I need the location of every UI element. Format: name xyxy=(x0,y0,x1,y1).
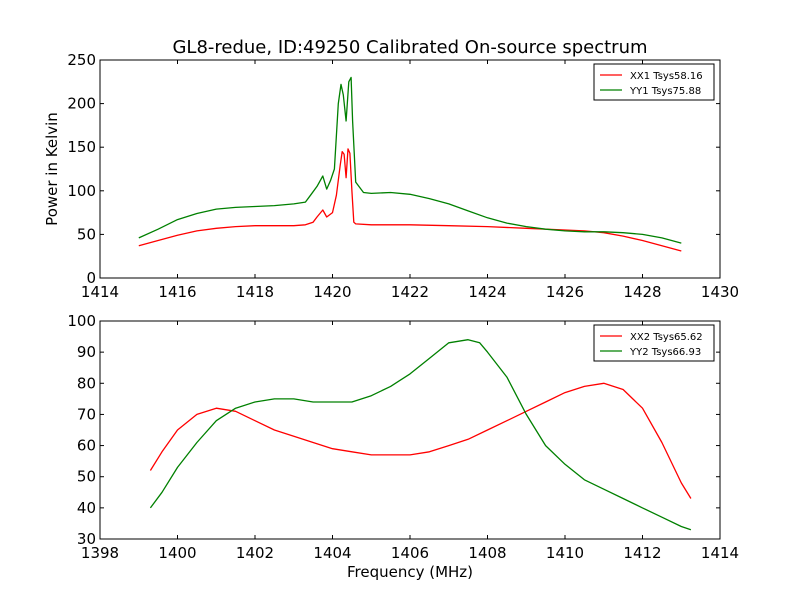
x-tick-label: 1404 xyxy=(313,544,351,562)
x-tick-label: 1422 xyxy=(391,283,429,301)
x-tick-label: 1426 xyxy=(546,283,584,301)
y-tick-label: 80 xyxy=(77,374,96,392)
y-axis-label: Power in Kelvin xyxy=(43,112,61,226)
series-line-1-1 xyxy=(138,148,682,252)
x-tick-label: 1430 xyxy=(701,283,739,301)
legend-box xyxy=(593,63,715,101)
legend-box xyxy=(593,324,715,362)
x-tick-label: 1410 xyxy=(546,544,584,562)
y-tick-label: 40 xyxy=(77,499,96,517)
legend-label: XX1 Tsys58.16 xyxy=(630,71,703,82)
y-tick-label: 60 xyxy=(77,437,96,455)
x-tick-label: 1406 xyxy=(391,544,429,562)
y-tick-label: 100 xyxy=(67,182,96,200)
x-tick-label: 1424 xyxy=(468,283,506,301)
x-tick-label: 1416 xyxy=(158,283,196,301)
legend: XX1 Tsys58.16 YY1 Tsys75.88 xyxy=(593,63,715,101)
x-tick-label: 1408 xyxy=(468,544,506,562)
y-tick-label: 50 xyxy=(77,225,96,243)
x-tick-label: 1420 xyxy=(313,283,351,301)
y-tick-label: 0 xyxy=(86,269,96,287)
x-tick-label: 1414 xyxy=(81,283,119,301)
y-tick-label: 250 xyxy=(67,51,96,69)
legend-label: YY2 Tsys66.93 xyxy=(629,347,701,358)
series-line-2-1 xyxy=(149,382,692,499)
x-tick-label: 1414 xyxy=(701,544,739,562)
legend-label: YY1 Tsys75.88 xyxy=(629,86,701,97)
x-tick-label: 1398 xyxy=(81,544,119,562)
panel-2: 1398 1400 1402 1404 1406 1408 1410 1412 1414 30 40… xyxy=(67,312,739,581)
y-tick-label: 30 xyxy=(77,530,96,548)
y-tick-label: 150 xyxy=(67,138,96,156)
legend-label: XX2 Tsys65.62 xyxy=(630,332,703,343)
x-tick-label: 1428 xyxy=(623,283,661,301)
x-axis-label: Frequency (MHz) xyxy=(347,563,473,581)
figure-title: GL8-redue, ID:49250 Calibrated On-source… xyxy=(172,37,647,58)
y-tick-label: 100 xyxy=(67,312,96,330)
y-tick-label: 90 xyxy=(77,343,96,361)
x-tick-label: 1418 xyxy=(236,283,274,301)
x-tick-label: 1412 xyxy=(623,544,661,562)
legend: XX2 Tsys65.62 YY2 Tsys66.93 xyxy=(593,324,715,362)
x-tick-label: 1402 xyxy=(236,544,274,562)
panel-1: 1414 1416 1418 1420 1422 1424 1426 1428 1430 0 50 1… xyxy=(43,51,739,301)
series-line-1-2 xyxy=(138,76,682,244)
y-tick-label: 70 xyxy=(77,405,96,423)
y-tick-label: 50 xyxy=(77,468,96,486)
x-tick-label: 1400 xyxy=(158,544,196,562)
y-tick-label: 200 xyxy=(67,95,96,113)
series-line-2-2 xyxy=(149,339,692,531)
